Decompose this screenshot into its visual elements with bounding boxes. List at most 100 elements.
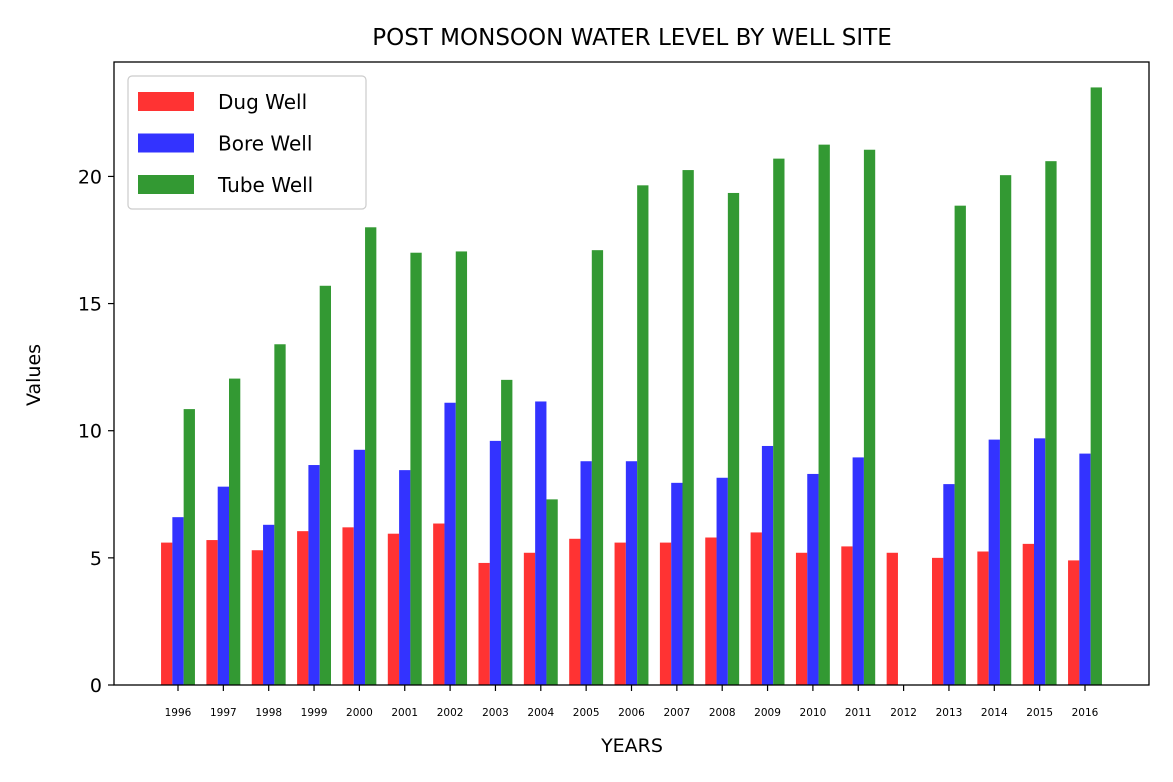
x-tick-label: 2010 [800,707,827,719]
x-tick-label: 2006 [618,707,645,719]
bar-bore-well-2003 [489,440,502,685]
bar-dug-well-2000 [342,527,354,685]
bar-bore-well-2009 [761,445,774,685]
bar-tube-well-2000 [365,227,377,686]
bar-tube-well-1998 [274,344,286,685]
bar-dug-well-2002 [433,523,445,685]
bar-dug-well-1999 [297,531,309,685]
bar-bore-well-2008 [716,477,728,685]
x-tick-label: 2013 [936,707,963,719]
axes-group: 0 5 10 15 20 1996 1997 1998 1999 2000 2001 2002 2003… [78,61,1150,719]
y-tick-label: 0 [90,675,102,697]
bar-tube-well-2005 [591,250,604,686]
legend-label: Dug Well [218,90,307,114]
legend-label: Bore Well [218,132,312,156]
x-tick-label: 2003 [482,707,509,719]
x-tick-label: 2004 [527,707,554,719]
bar-bore-well-2000 [353,449,366,685]
bar-bore-well-2016 [1079,453,1091,685]
bar-bore-well-2001 [399,470,411,685]
bar-dug-well-1997 [206,540,218,685]
bar-tube-well-2006 [637,185,649,685]
bar-dug-well-2013 [932,557,944,685]
x-tick-label: 2009 [754,707,781,719]
bars-group [161,87,1102,686]
bar-tube-well-1999 [319,285,331,685]
bar-bore-well-2007 [671,482,683,685]
y-tick-label: 20 [78,166,102,188]
x-tick-label: 2002 [437,707,464,719]
bar-dug-well-2005 [569,538,581,685]
bar-bore-well-2006 [625,461,638,685]
x-tick-label: 2005 [573,707,600,719]
bar-tube-well-2016 [1090,87,1102,686]
bar-bore-well-1997 [217,486,229,685]
legend: Dug Well Bore Well Tube Well [127,75,367,210]
bar-tube-well-1997 [229,378,241,685]
bar-dug-well-2009 [750,532,762,685]
bar-tube-well-2008 [727,192,740,685]
x-tick-label: 2011 [845,707,872,719]
bar-bore-well-2010 [807,473,819,685]
bar-dug-well-2004 [523,552,536,685]
x-tick-label: 2000 [346,707,373,719]
legend-swatch [138,133,194,153]
bar-bore-well-2011 [852,457,864,685]
y-tick-label: 5 [90,548,102,570]
legend-swatch [138,175,194,194]
x-tick-label: 1998 [255,707,282,719]
bar-dug-well-2006 [614,542,626,685]
x-tick-label: 1999 [301,707,328,719]
bar-bore-well-2002 [444,402,456,685]
bar-tube-well-2004 [546,499,558,685]
bar-tube-well-2010 [818,144,830,685]
bar-bore-well-1996 [172,517,184,685]
bar-tube-well-2011 [863,149,876,686]
legend-label: Tube Well [217,173,313,197]
x-tick-label: 2008 [709,707,736,719]
x-tick-label: 1997 [210,707,237,719]
bar-tube-well-2013 [954,205,966,686]
bar-dug-well-2015 [1022,543,1034,685]
bar-dug-well-2014 [977,551,989,685]
bar-tube-well-2007 [682,170,694,685]
y-tick-label: 15 [78,294,102,316]
bar-dug-well-2003 [478,562,490,685]
y-tick-label: 10 [78,421,102,443]
bar-dug-well-1996 [161,542,173,685]
bar-bore-well-2004 [535,401,547,685]
bar-tube-well-2001 [410,252,422,685]
bar-tube-well-2014 [999,175,1012,685]
x-tick-label: 2001 [391,707,418,719]
bar-bore-well-2013 [943,484,955,685]
bar-tube-well-2002 [455,251,468,685]
bar-tube-well-2003 [501,379,513,685]
x-axis-label: YEARS [600,735,663,757]
x-tick-label: 1996 [165,707,192,719]
bar-bore-well-2015 [1034,438,1046,685]
bar-tube-well-2009 [773,158,785,685]
bar-dug-well-2016 [1068,560,1080,685]
bar-dug-well-2008 [705,537,717,685]
bar-bore-well-1999 [308,465,320,685]
bar-dug-well-2010 [795,552,808,685]
legend-swatch [138,92,194,111]
bar-tube-well-2015 [1045,161,1057,686]
bar-dug-well-2011 [841,546,853,685]
bar-tube-well-1996 [183,409,195,685]
y-axis-label: Values [23,344,45,406]
x-tick-label: 2014 [981,707,1008,719]
x-tick-label: 2016 [1072,707,1099,719]
bar-dug-well-2012 [886,552,898,685]
chart-title: POST MONSOON WATER LEVEL BY WELL SITE [372,25,892,51]
bar-dug-well-2007 [659,542,672,685]
bar-bore-well-2005 [580,461,592,685]
bar-dug-well-2001 [387,533,400,685]
x-tick-label: 2007 [663,707,690,719]
bar-dug-well-1998 [251,550,264,685]
x-tick-label: 2012 [890,707,917,719]
bar-bore-well-1998 [263,524,275,685]
bar-bore-well-2014 [988,439,1000,685]
